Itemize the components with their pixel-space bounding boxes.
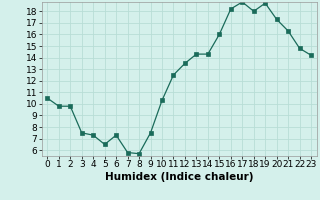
- X-axis label: Humidex (Indice chaleur): Humidex (Indice chaleur): [105, 172, 253, 182]
